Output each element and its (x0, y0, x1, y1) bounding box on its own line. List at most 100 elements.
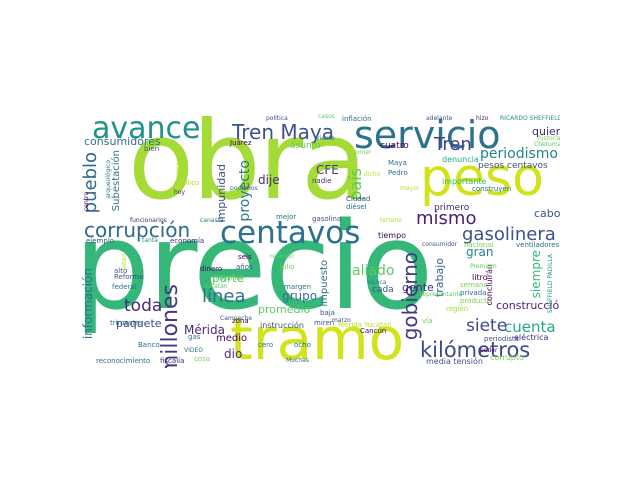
word-dinero: dinero (200, 265, 223, 273)
word-periodismo: periodismo (480, 146, 558, 162)
word-mismo: mismo (416, 208, 477, 229)
word-asunto: asunto (290, 141, 321, 151)
word-pesos-centavos: pesos centavos (478, 161, 548, 171)
word-hoy: hoy (174, 189, 186, 196)
word-region: región (446, 305, 469, 313)
word-relacion: relación (270, 253, 294, 260)
word-instruccion: instrucción (260, 321, 304, 330)
word-representante: representante (420, 291, 463, 298)
word-corrupto: corrupto (490, 353, 524, 362)
word-tren: Tren (434, 134, 472, 155)
word-aliado: aliado (352, 263, 395, 279)
word-poder: poder (480, 347, 498, 354)
word-video: VIDEO (184, 347, 204, 354)
word-arqueologico: arqueológico (105, 160, 112, 199)
word-reforma: Reforma (114, 273, 144, 281)
word-via: vía (422, 317, 433, 325)
word-dio: dio (224, 347, 243, 361)
word-tren-maya: Tren Maya (232, 120, 335, 144)
word-miren: miren (314, 319, 335, 327)
word-medio: medio (216, 333, 248, 344)
word-publico: público (174, 179, 200, 187)
word-consumidor: consumidor (422, 241, 458, 248)
word-julio: julio (280, 263, 295, 271)
word-obra: obra (128, 114, 367, 224)
word-impunidad: impunidad (215, 164, 228, 223)
word-electrica: eléctrica (514, 333, 549, 342)
word-banco: Banco (138, 341, 160, 349)
word-linea: línea (202, 286, 246, 307)
word-fiscalia: fiscalía (160, 357, 185, 365)
word-gente: gente (402, 281, 434, 294)
word-semana: semana (460, 281, 488, 289)
word-empresa: empresa (175, 162, 182, 189)
word-informacion: información (81, 268, 95, 340)
word-ocho: ocho (294, 341, 311, 349)
word-bien: bien (144, 145, 160, 153)
word-ricardo-sheffield: RICARDO SHEFFIELD (500, 115, 560, 122)
word-cabo: cabo (534, 207, 560, 220)
word-corrupcion: corrupción (84, 218, 191, 242)
word-tramo: tramo (230, 305, 405, 368)
word-podemos: podemos (230, 185, 258, 192)
word-denuncia: denuncia (442, 155, 479, 164)
word-subestacion: Subestación (111, 150, 122, 212)
word-campeche: Campeche (220, 315, 253, 322)
word-reconocimiento: reconocimiento (96, 357, 151, 365)
word-cero: cero (258, 341, 274, 349)
word-usted: usted (121, 254, 128, 271)
word-tanta: tanta (142, 237, 158, 244)
word-terreno: terreno (380, 217, 402, 224)
word-cloud: obra precio tramo peso servicio avance c… (80, 114, 560, 368)
word-federal: federal (112, 283, 137, 291)
word-alto: alto (114, 267, 128, 275)
word-baja: baja (320, 309, 335, 317)
word-tiempo: tiempo (378, 231, 407, 240)
word-quiero: quiero (532, 125, 560, 138)
word-maya: Maya (388, 159, 407, 167)
word-siete: siete (466, 316, 508, 336)
word-cuenta: cuenta (504, 318, 556, 336)
word-nadie: nadie (312, 177, 332, 185)
word-diesel: diésel (346, 203, 367, 211)
word-marzo: marzo (332, 317, 351, 324)
word-media-tension: media tensión (426, 357, 483, 366)
word-zona: zona (232, 317, 249, 325)
word-inflacion: inflación (342, 115, 372, 123)
word-consumidores: consumidores (84, 135, 161, 148)
word-sheffield-padilla: SHEFFIELD PADILLA (547, 254, 554, 314)
word-gobierno: gobierno (398, 252, 422, 341)
word-merida-yucatan: Mérida Yucatán (338, 321, 392, 329)
word-kilometros: kilómetros (420, 338, 531, 362)
word-juarez: Juárez (230, 139, 252, 147)
word-servicio: servicio (354, 114, 501, 157)
word-concluiran: concluirán (485, 264, 494, 306)
word-pedro: Pedro (388, 169, 408, 177)
word-yucatan: Yucatán (204, 283, 228, 290)
word-cosa: cosa (194, 355, 211, 363)
word-mayor: mayor (400, 185, 420, 192)
word-dicho: dicho (364, 171, 381, 178)
word-periodista: periodista (484, 335, 519, 343)
word-gasolina: gasolina (312, 215, 342, 223)
word-grupo: grupo (282, 289, 318, 303)
word-hizo: hizo (476, 115, 489, 122)
word-primero: primero (434, 203, 470, 213)
word-promedio: promedio (258, 303, 311, 316)
word-producto: producto (460, 297, 492, 305)
word-ejemplo: ejemplo (86, 237, 115, 245)
word-ventiladores: ventiladores (516, 241, 560, 249)
word-merida: Mérida (184, 323, 225, 337)
word-precio: precio (80, 198, 433, 337)
word-nacional: nacional (464, 241, 494, 249)
word-peso: peso (420, 148, 544, 208)
word-adelante: adelante (426, 115, 453, 122)
word-cfe: CFE (316, 163, 339, 177)
word-millones: millones (158, 284, 183, 368)
word-privada: privada (460, 289, 487, 297)
word-parte: parte (212, 271, 244, 285)
word-nunca: nunca (368, 279, 387, 286)
word-politica: política (266, 115, 288, 122)
word-cuatro: cuatro (380, 141, 409, 151)
word-siempre: siempre (529, 250, 543, 299)
